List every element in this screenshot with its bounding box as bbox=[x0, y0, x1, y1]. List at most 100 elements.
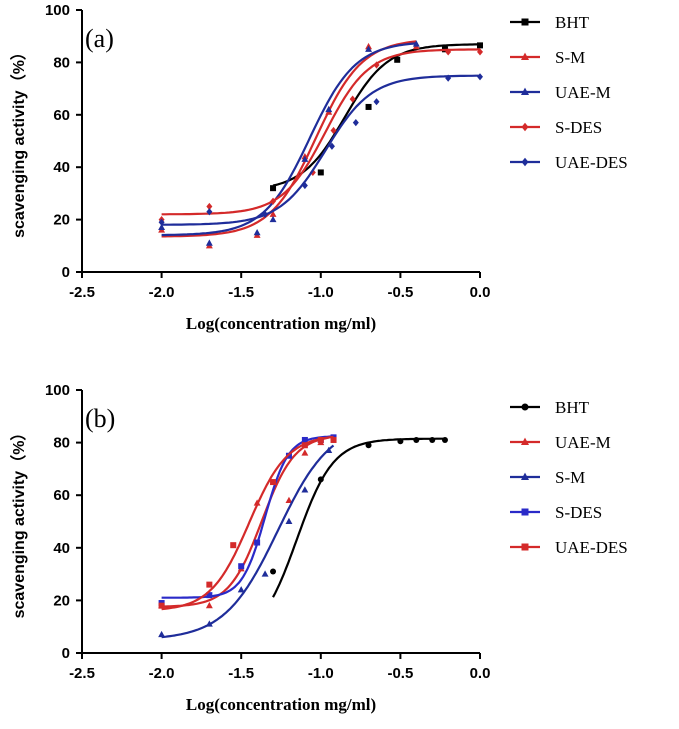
legend-swatch-marker bbox=[521, 403, 529, 411]
data-point bbox=[429, 436, 436, 443]
y-tick-label: 0 bbox=[62, 645, 70, 662]
data-point bbox=[445, 48, 452, 56]
x-tick-label: 0.0 bbox=[470, 665, 491, 682]
data-point bbox=[365, 442, 372, 449]
data-point bbox=[254, 539, 261, 546]
fit-curve-uae-m bbox=[161, 436, 330, 608]
data-point bbox=[158, 602, 165, 609]
fit-curve-s-m bbox=[161, 444, 335, 639]
legend-label: BHT bbox=[555, 398, 590, 417]
data-point bbox=[206, 208, 213, 216]
legend-label: S-M bbox=[555, 48, 585, 67]
legend-label: UAE-DES bbox=[555, 153, 628, 172]
legend-label: S-DES bbox=[555, 118, 602, 137]
y-tick-label: 100 bbox=[45, 2, 70, 19]
legend-label: S-M bbox=[555, 468, 585, 487]
y-tick-label: 20 bbox=[53, 592, 70, 609]
legend-label: UAE-M bbox=[555, 83, 611, 102]
fit-curve-uae-des bbox=[161, 74, 480, 226]
series-bht bbox=[270, 436, 448, 598]
y-tick-label: 60 bbox=[53, 487, 70, 504]
panel-label: (a) bbox=[85, 24, 114, 53]
y-tick-label: 40 bbox=[53, 540, 70, 557]
data-point bbox=[301, 449, 309, 456]
data-point bbox=[269, 210, 277, 217]
fit-curve-s-des bbox=[161, 435, 334, 599]
y-tick-label: 60 bbox=[53, 107, 70, 124]
x-tick-label: -1.0 bbox=[308, 284, 334, 301]
data-point bbox=[317, 476, 324, 483]
data-point bbox=[325, 446, 333, 454]
data-point bbox=[206, 202, 213, 211]
fit-curve-s-des bbox=[161, 48, 481, 216]
data-point bbox=[394, 56, 401, 63]
series-s-m bbox=[158, 444, 335, 639]
x-tick-label: -2.5 bbox=[69, 665, 95, 682]
data-point bbox=[330, 126, 337, 135]
x-tick-label: -0.5 bbox=[387, 665, 413, 682]
data-point bbox=[441, 436, 448, 443]
data-point bbox=[477, 73, 483, 81]
data-point bbox=[352, 119, 359, 127]
fit-curve-uae-m bbox=[161, 42, 417, 237]
data-point bbox=[317, 436, 324, 443]
data-point bbox=[349, 95, 356, 103]
data-point bbox=[445, 74, 452, 82]
data-point bbox=[373, 61, 380, 69]
data-point bbox=[397, 438, 404, 445]
x-tick-label: -0.5 bbox=[387, 284, 413, 301]
legend-swatch-marker bbox=[520, 472, 530, 480]
fit-curve-bht bbox=[272, 43, 481, 187]
data-point bbox=[270, 479, 277, 486]
series-uae-des bbox=[158, 435, 337, 611]
data-point bbox=[301, 442, 308, 449]
y-axis-title: scavenging activity（%） bbox=[10, 44, 28, 238]
legend-swatch-marker bbox=[521, 122, 529, 132]
legend-label: S-DES bbox=[555, 503, 602, 522]
x-tick-label: -2.5 bbox=[69, 284, 95, 301]
legend-swatch-marker bbox=[520, 52, 530, 60]
y-tick-label: 20 bbox=[53, 212, 70, 229]
legend-label: BHT bbox=[555, 13, 590, 32]
data-point bbox=[270, 568, 277, 575]
data-point bbox=[301, 155, 309, 162]
data-point bbox=[373, 98, 380, 106]
series-s-des bbox=[158, 434, 337, 607]
y-tick-label: 100 bbox=[45, 382, 70, 399]
data-point bbox=[158, 218, 165, 226]
series-s-des bbox=[158, 48, 483, 224]
fit-curve-uae-des bbox=[161, 435, 334, 611]
data-point bbox=[205, 620, 213, 627]
data-point bbox=[158, 630, 166, 638]
data-point bbox=[206, 581, 213, 588]
data-point bbox=[285, 517, 293, 525]
data-point bbox=[477, 48, 483, 56]
series-s-m bbox=[158, 40, 420, 249]
data-point bbox=[205, 239, 213, 246]
legend-swatch-marker bbox=[521, 543, 529, 551]
data-point bbox=[325, 105, 333, 113]
x-tick-label: 0.0 bbox=[470, 284, 491, 301]
data-point bbox=[328, 142, 335, 150]
data-point bbox=[317, 169, 324, 176]
fit-curve-bht bbox=[272, 437, 445, 598]
data-point bbox=[365, 45, 373, 52]
data-point bbox=[365, 103, 372, 110]
legend-swatch-marker bbox=[521, 508, 529, 516]
data-point bbox=[237, 586, 245, 593]
panel-label: (b) bbox=[85, 404, 115, 433]
data-point bbox=[477, 42, 483, 49]
data-point bbox=[206, 592, 213, 599]
data-point bbox=[238, 563, 245, 570]
x-axis-title: Log(concentration mg/ml) bbox=[186, 314, 376, 333]
data-point bbox=[285, 496, 293, 504]
data-point bbox=[301, 486, 309, 493]
legend-label: UAE-DES bbox=[555, 538, 628, 557]
data-point bbox=[301, 436, 308, 443]
x-tick-label: -2.0 bbox=[149, 284, 175, 301]
x-axis-title: Log(concentration mg/ml) bbox=[186, 695, 376, 714]
data-point bbox=[262, 210, 269, 218]
legend-swatch-marker bbox=[520, 437, 530, 445]
chart-panel-a: 0 20 40 60 80 100 -2.5 -2.0 -1.5 -1.0 -0.5 0.0 Log(c… bbox=[10, 2, 628, 333]
